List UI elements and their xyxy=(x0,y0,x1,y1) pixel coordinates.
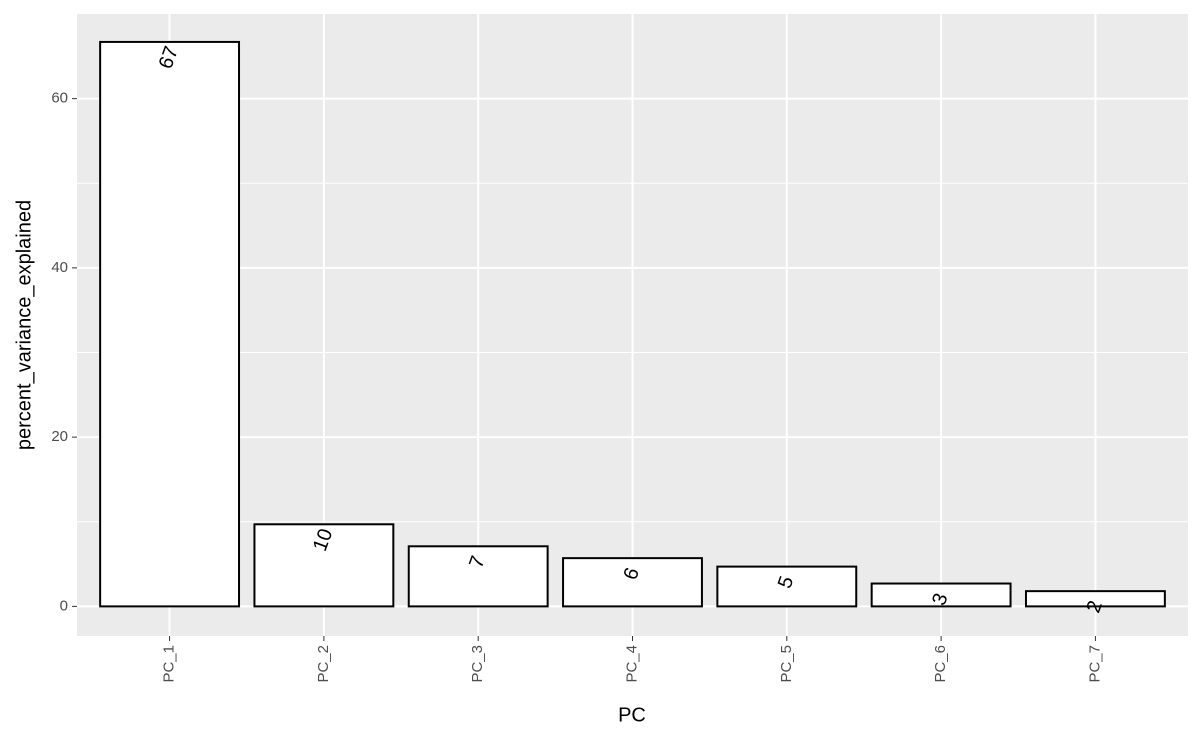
bar xyxy=(1024,590,1166,608)
bar xyxy=(253,523,395,608)
x-tick-label: PC_5 xyxy=(778,645,795,683)
x-axis-title: PC xyxy=(618,704,646,726)
y-tick-label: 60 xyxy=(51,90,68,107)
y-tick-label: 40 xyxy=(51,259,68,276)
x-tick-label: PC_1 xyxy=(161,645,178,683)
y-axis-title: percent_variance_explained xyxy=(13,200,35,450)
bar xyxy=(99,40,241,608)
y-tick-label: 20 xyxy=(51,428,68,445)
bar xyxy=(870,582,1012,608)
x-tick-label: PC_2 xyxy=(315,645,332,683)
x-tick-label: PC_6 xyxy=(932,645,949,683)
x-tick-label: PC_4 xyxy=(623,645,640,683)
x-tick-label: PC_7 xyxy=(1086,645,1103,683)
bar xyxy=(562,557,703,608)
x-tick-label: PC_3 xyxy=(469,645,486,683)
bar xyxy=(407,545,549,608)
bar xyxy=(716,565,858,608)
y-tick-label: 0 xyxy=(60,597,68,614)
